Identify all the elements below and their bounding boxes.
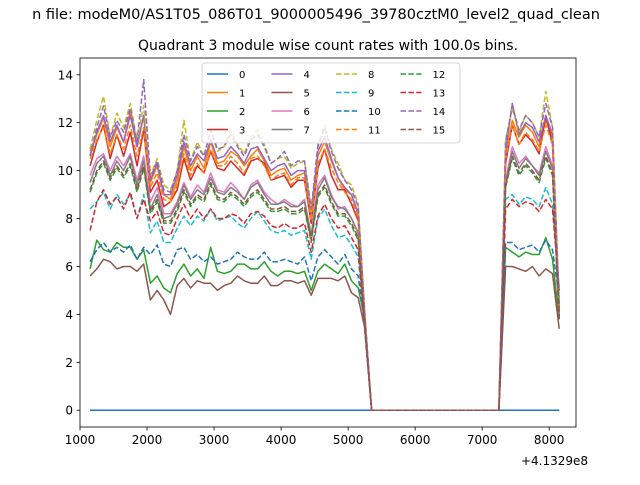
legend-label-4: 4	[304, 70, 310, 81]
legend-label-13: 13	[433, 88, 446, 99]
legend-box	[201, 62, 461, 144]
legend-label-14: 14	[433, 107, 446, 118]
x-tick-label: 8000	[534, 433, 565, 447]
y-tick-label: 6	[65, 260, 73, 274]
x-tick-label: 4000	[266, 433, 297, 447]
x-tick-label: 1000	[65, 433, 96, 447]
y-tick-label: 4	[65, 308, 73, 322]
chart-title: Quadrant 3 module wise count rates with …	[138, 38, 518, 54]
legend-label-15: 15	[433, 125, 446, 136]
figure-supertitle: n file: modeM0/AS1T05_086T01_9000005496_…	[32, 7, 600, 23]
legend-label-9: 9	[368, 88, 374, 99]
legend-label-12: 12	[433, 70, 446, 81]
y-tick-label: 14	[58, 68, 73, 82]
y-tick-label: 12	[58, 116, 73, 130]
x-tick-label: 6000	[400, 433, 431, 447]
legend-label-11: 11	[368, 125, 381, 136]
y-tick-label: 0	[65, 404, 73, 418]
legend-label-1: 1	[239, 88, 245, 99]
y-tick-label: 10	[58, 164, 73, 178]
x-tick-label: 2000	[132, 433, 163, 447]
legend-label-0: 0	[239, 70, 245, 81]
legend-label-6: 6	[304, 107, 310, 118]
x-offset-label: +4.1329e8	[521, 454, 588, 468]
x-tick-label: 7000	[467, 433, 498, 447]
x-tick-label: 3000	[199, 433, 230, 447]
axes-layer: 1000 2000 3000 4000 5000 6000 7000 800002468101…	[58, 57, 577, 447]
legend-label-8: 8	[368, 70, 374, 81]
series-line-15	[89, 155, 560, 411]
legend-label-7: 7	[304, 125, 310, 136]
plot-frame	[79, 57, 577, 428]
x-tick-label: 5000	[333, 433, 364, 447]
legend-label-5: 5	[304, 88, 310, 99]
y-tick-label: 8	[65, 212, 73, 226]
y-tick-label: 2	[65, 356, 73, 370]
legend-label-10: 10	[368, 107, 381, 118]
legend-label-2: 2	[239, 107, 245, 118]
legend-label-3: 3	[239, 125, 245, 136]
